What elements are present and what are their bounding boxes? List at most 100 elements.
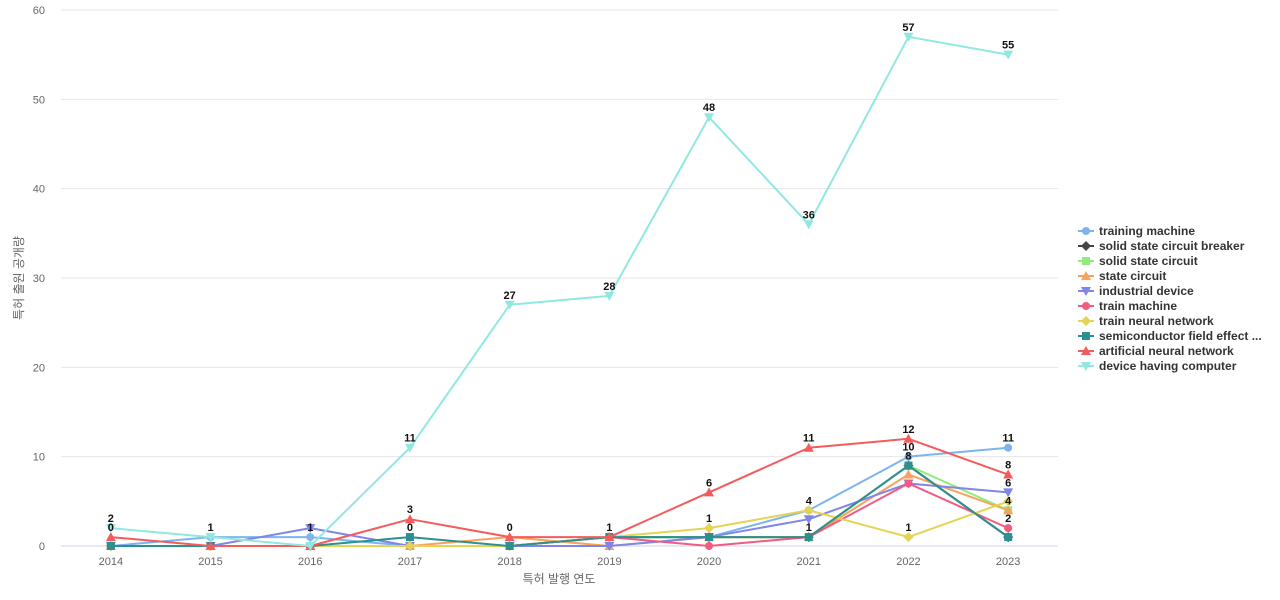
data-point[interactable] (1003, 505, 1014, 515)
data-point[interactable] (604, 532, 615, 542)
data-point[interactable] (405, 533, 414, 542)
data-point[interactable] (105, 532, 116, 542)
legend-item[interactable]: artificial neural network (1078, 344, 1234, 358)
data-point[interactable] (1003, 488, 1014, 498)
data-point[interactable] (704, 113, 715, 123)
legend-marker[interactable] (1081, 241, 1091, 251)
data-point[interactable] (1003, 496, 1014, 507)
legend-label: industrial device (1099, 284, 1194, 298)
data-point[interactable] (1004, 524, 1013, 533)
grid (61, 9, 1058, 547)
data-point[interactable] (404, 541, 415, 551)
data-point[interactable] (1004, 443, 1013, 452)
legend-item[interactable]: train neural network (1078, 314, 1214, 328)
data-point[interactable] (505, 542, 514, 550)
data-point[interactable] (903, 469, 914, 479)
legend-marker[interactable] (1081, 316, 1091, 326)
data-point[interactable] (704, 523, 715, 534)
series-line[interactable] (110, 464, 1009, 547)
legend-marker[interactable] (1082, 257, 1090, 265)
x-tick-label: 2016 (298, 556, 322, 568)
legend-label: train neural network (1099, 314, 1214, 328)
data-point[interactable] (205, 541, 216, 550)
series-line[interactable] (110, 464, 1009, 547)
data-point[interactable] (803, 220, 814, 230)
data-label: 1 (207, 522, 213, 534)
y-tick-label: 10 (33, 452, 45, 464)
legend-marker[interactable] (1082, 302, 1090, 310)
legend-marker[interactable] (1082, 332, 1090, 340)
data-point[interactable] (404, 514, 415, 524)
data-point[interactable] (903, 532, 914, 543)
data-point[interactable] (705, 533, 714, 542)
data-point[interactable] (404, 443, 415, 453)
series-line[interactable] (110, 35, 1009, 547)
legend-item[interactable]: semiconductor field effect ... (1078, 329, 1262, 343)
data-point[interactable] (803, 505, 814, 516)
legend-item[interactable]: solid state circuit (1078, 254, 1198, 268)
x-tick-label: 2020 (697, 556, 721, 568)
data-point[interactable] (106, 542, 115, 550)
data-label: 27 (504, 290, 516, 302)
x-tick-label: 2017 (398, 556, 422, 568)
data-point[interactable] (504, 300, 515, 310)
y-tick-label: 30 (33, 273, 45, 285)
legend-marker[interactable] (1082, 227, 1090, 235)
data-point[interactable] (306, 533, 315, 542)
data-label: 0 (407, 522, 413, 534)
legend-marker[interactable] (1081, 271, 1091, 280)
data-label: 57 (902, 22, 914, 34)
x-tick-label: 2019 (597, 556, 621, 568)
legend-item[interactable]: device having computer (1078, 359, 1237, 373)
data-label: 1 (806, 522, 812, 534)
legend-item[interactable]: state circuit (1078, 269, 1166, 283)
data-label: 55 (1002, 40, 1014, 52)
data-point[interactable] (105, 524, 116, 534)
data-point[interactable] (903, 433, 914, 443)
data-point[interactable] (1003, 469, 1014, 479)
data-point[interactable] (704, 487, 715, 497)
data-point[interactable] (1003, 50, 1014, 60)
legend-marker[interactable] (1081, 287, 1091, 296)
data-point[interactable] (803, 515, 814, 525)
data-point[interactable] (604, 542, 615, 551)
data-point[interactable] (804, 533, 813, 542)
data-label: 12 (902, 424, 914, 436)
y-tick-label: 0 (39, 541, 45, 553)
y-tick-label: 60 (33, 5, 45, 17)
data-point[interactable] (904, 461, 913, 470)
series-line[interactable] (110, 437, 1009, 547)
data-label: 0 (507, 522, 513, 534)
data-point[interactable] (305, 524, 316, 534)
data-point[interactable] (904, 479, 913, 488)
legend-item[interactable]: train machine (1078, 299, 1177, 313)
legend-item[interactable]: solid state circuit breaker (1078, 239, 1245, 253)
series-line[interactable] (110, 464, 1009, 547)
legend-label: train machine (1099, 299, 1177, 313)
data-point[interactable] (903, 32, 914, 42)
data-point[interactable] (504, 532, 515, 542)
legend-item[interactable]: industrial device (1078, 284, 1194, 298)
data-label: 8 (1005, 460, 1011, 472)
data-point[interactable] (803, 442, 814, 452)
legend-marker[interactable] (1081, 362, 1091, 371)
data-label: 28 (603, 281, 615, 293)
series-line[interactable] (110, 473, 1009, 547)
legend-label: solid state circuit (1099, 254, 1198, 268)
data-label: 11 (404, 433, 416, 445)
data-point[interactable] (904, 452, 913, 461)
data-point[interactable] (705, 542, 714, 550)
data-point[interactable] (1004, 533, 1013, 542)
x-tick-label: 2021 (797, 556, 821, 568)
data-point[interactable] (305, 542, 316, 551)
legend-marker[interactable] (1081, 346, 1091, 355)
data-label: 10 (902, 442, 914, 454)
data-point[interactable] (205, 533, 216, 543)
legend-item[interactable]: training machine (1078, 224, 1195, 238)
data-point[interactable] (604, 291, 615, 301)
legend-label: artificial neural network (1099, 344, 1234, 358)
x-axis-title: 특허 발행 연도 (523, 571, 596, 586)
